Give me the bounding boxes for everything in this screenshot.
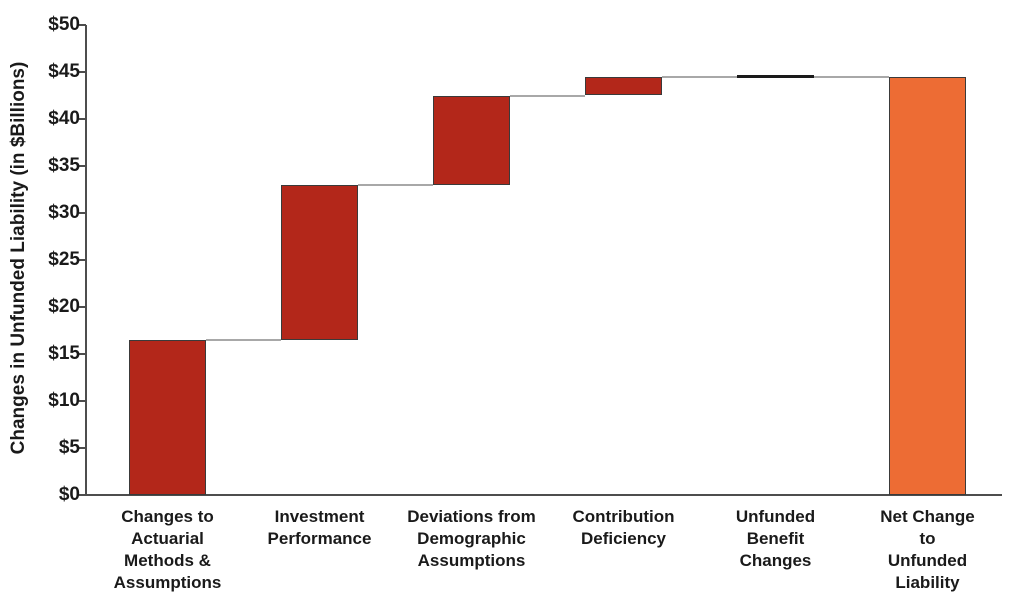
y-tick-label: $30 bbox=[48, 202, 80, 223]
y-tick-label: $20 bbox=[48, 296, 80, 317]
x-category-label: Net Change to Unfunded Liability bbox=[848, 506, 1008, 594]
x-category-label-line: Net Change bbox=[880, 507, 975, 526]
x-category-label-line: Demographic bbox=[417, 529, 526, 548]
bar-increase-3 bbox=[585, 76, 662, 96]
y-tick-mark bbox=[79, 118, 86, 120]
y-tick-mark bbox=[79, 353, 86, 355]
connector-line bbox=[814, 75, 889, 78]
x-axis-line bbox=[85, 494, 1002, 496]
y-tick-label: $0 bbox=[58, 484, 80, 505]
y-tick-label: $5 bbox=[58, 437, 80, 458]
y-axis-line bbox=[85, 25, 87, 496]
x-category-label-line: Changes bbox=[739, 551, 812, 570]
y-tick-label: $10 bbox=[48, 390, 80, 411]
y-tick-mark bbox=[79, 24, 86, 26]
y-tick-mark bbox=[79, 212, 86, 214]
x-category-label-line: to bbox=[919, 529, 936, 548]
x-category-label-line: Methods & bbox=[124, 551, 211, 570]
x-category-label-line: Contribution bbox=[572, 507, 675, 526]
bar-flat-4 bbox=[737, 75, 814, 79]
y-tick-label: $25 bbox=[48, 249, 80, 270]
x-category-label-line: Performance bbox=[267, 529, 372, 548]
y-tick-mark bbox=[79, 494, 86, 496]
x-category-label-line: Deficiency bbox=[580, 529, 667, 548]
x-category-label-line: Unfunded bbox=[735, 507, 816, 526]
x-category-label-line: Deviations from bbox=[407, 507, 536, 526]
bar-increase-1 bbox=[281, 184, 358, 340]
x-category-label: Deviations from Demographic Assumptions bbox=[392, 506, 552, 572]
x-category-label-line: Liability bbox=[895, 573, 960, 592]
x-category-label: Contribution Deficiency bbox=[544, 506, 704, 550]
y-tick-label: $15 bbox=[48, 343, 80, 364]
y-tick-label: $40 bbox=[48, 108, 80, 129]
y-tick-label: $35 bbox=[48, 155, 80, 176]
connector-line bbox=[662, 75, 737, 78]
x-category-label-line: Actuarial bbox=[131, 529, 204, 548]
connector-line bbox=[206, 338, 281, 341]
bar-increase-0 bbox=[129, 339, 206, 495]
y-tick-label: $45 bbox=[48, 61, 80, 82]
y-tick-mark bbox=[79, 447, 86, 449]
bar-increase-2 bbox=[433, 95, 510, 185]
x-category-label: Investment Performance bbox=[240, 506, 400, 550]
x-category-label: Changes to Actuarial Methods & Assumptions bbox=[88, 506, 248, 594]
x-category-label-line: Benefit bbox=[746, 529, 805, 548]
y-tick-mark bbox=[79, 259, 86, 261]
y-tick-label: $50 bbox=[48, 14, 80, 35]
x-category-label-line: Unfunded bbox=[887, 551, 968, 570]
connector-line bbox=[358, 183, 433, 186]
x-category-label-line: Investment bbox=[274, 507, 365, 526]
x-category-label-line: Assumptions bbox=[417, 551, 526, 570]
x-category-label-line: Assumptions bbox=[113, 573, 222, 592]
y-tick-mark bbox=[79, 400, 86, 402]
bar-total-5 bbox=[889, 76, 966, 495]
y-tick-mark bbox=[79, 71, 86, 73]
y-tick-mark bbox=[79, 165, 86, 167]
x-category-label-line: Changes to bbox=[121, 507, 214, 526]
x-category-label: Unfunded Benefit Changes bbox=[696, 506, 856, 572]
y-tick-mark bbox=[79, 306, 86, 308]
connector-line bbox=[510, 94, 585, 97]
